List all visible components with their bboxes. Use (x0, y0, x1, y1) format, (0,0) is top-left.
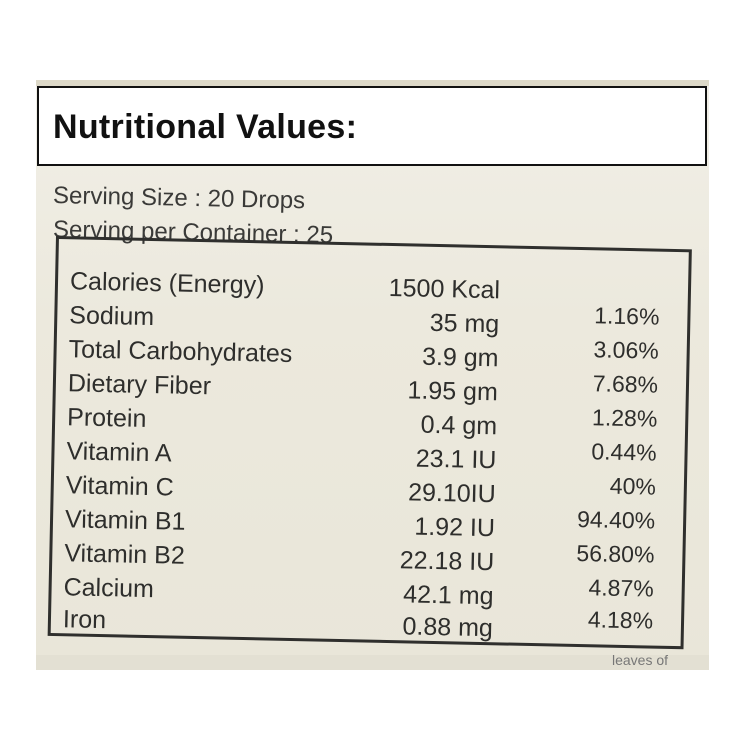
nutrient-name: Iron (62, 605, 107, 635)
nutrient-percent: 1.16% (593, 302, 660, 330)
nutrient-percent: 94.40% (576, 505, 656, 534)
nutrient-percent (550, 267, 660, 269)
nutrient-amount: 0.4 gm (420, 410, 498, 441)
nutrient-name: Total Carbohydrates (68, 335, 293, 368)
cut-off-text: leaves of (612, 652, 669, 668)
label-bottom-edge (36, 655, 709, 670)
label-photo (36, 80, 709, 670)
nutrient-amount: 35 mg (429, 308, 500, 339)
nutrient-percent: 4.18% (587, 606, 654, 634)
nutrient-percent: 4.87% (588, 574, 655, 602)
nutrient-name: Calcium (63, 573, 155, 604)
nutrient-name: Vitamin A (66, 437, 172, 468)
nutrition-table: Calories (Energy) 1500 Kcal Sodium 35 mg… (47, 236, 692, 650)
nutrient-percent: 40% (609, 472, 657, 500)
nutrient-percent: 7.68% (592, 370, 659, 398)
nutrient-name: Vitamin B2 (64, 539, 186, 570)
nutrient-percent: 0.44% (591, 438, 657, 466)
nutrient-name: Protein (66, 403, 147, 433)
nutrient-percent: 1.28% (591, 404, 658, 432)
nutrient-amount: 1500 Kcal (388, 273, 501, 305)
page-title: Nutritional Values: (53, 108, 358, 146)
nutrient-percent: 3.06% (593, 336, 660, 364)
nutrient-name: Vitamin C (65, 471, 174, 502)
nutrient-amount: 1.92 IU (414, 512, 496, 543)
nutrient-amount: 1.95 gm (407, 376, 499, 407)
serving-size: Serving Size : 20 Drops (52, 182, 306, 215)
nutrient-amount: 0.88 mg (402, 612, 494, 643)
nutrient-amount: 42.1 mg (402, 580, 494, 611)
nutrient-amount: 3.9 gm (421, 342, 499, 373)
nutrient-amount: 23.1 IU (415, 444, 497, 475)
nutrient-amount: 22.18 IU (399, 546, 495, 577)
nutrient-name: Dietary Fiber (67, 369, 212, 401)
nutrient-name: Vitamin B1 (64, 505, 186, 536)
nutrient-name: Sodium (69, 301, 155, 332)
nutrient-percent: 56.80% (576, 539, 655, 568)
heading-box: Nutritional Values: (37, 86, 707, 166)
nutrient-name: Calories (Energy) (69, 267, 265, 300)
nutrient-amount: 29.10IU (407, 478, 496, 509)
